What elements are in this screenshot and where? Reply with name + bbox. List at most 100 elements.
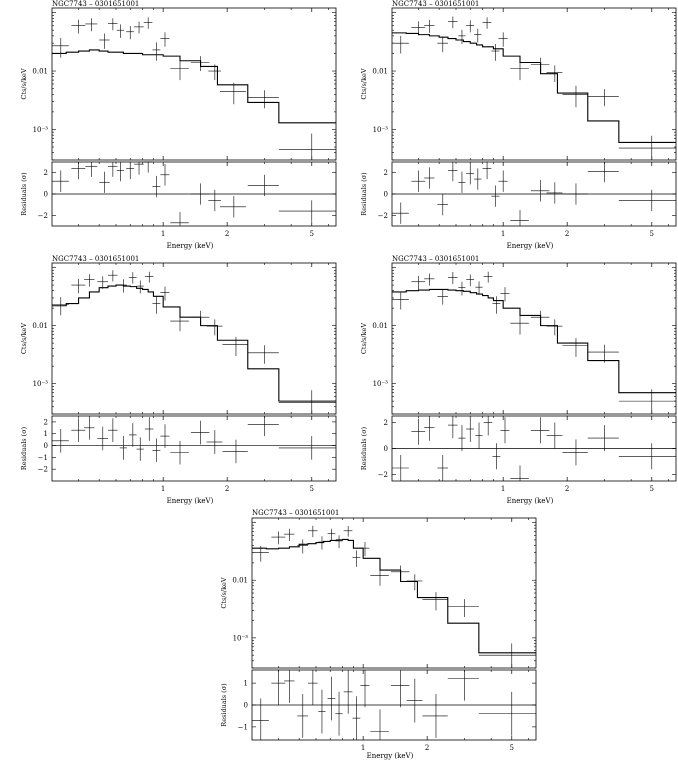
residual-point bbox=[492, 443, 501, 470]
residual-point bbox=[297, 694, 308, 738]
data-point bbox=[478, 643, 536, 668]
residual-tick-label: −1 bbox=[238, 723, 248, 731]
spectrum-panel-2: NGC7743 – 0301651001 1 2 5 Energy (keV) 0.01 1… bbox=[360, 0, 677, 250]
data-point bbox=[52, 297, 69, 316]
data-point bbox=[343, 526, 353, 537]
data-point bbox=[500, 287, 510, 302]
data-point bbox=[510, 60, 529, 81]
residual-point bbox=[437, 455, 448, 481]
spectrum-frame bbox=[51, 7, 337, 161]
residual-point bbox=[587, 425, 619, 452]
data-point bbox=[458, 29, 466, 45]
residual-point bbox=[411, 418, 426, 445]
data-point bbox=[390, 565, 410, 581]
data-point bbox=[307, 525, 318, 538]
panel-title: NGC7743 – 0301651001 bbox=[52, 255, 139, 263]
y-tick-label: 10⁻³ bbox=[33, 380, 49, 388]
residual-tick-label: 2 bbox=[384, 419, 388, 427]
data-point bbox=[84, 274, 95, 287]
data-point bbox=[52, 37, 69, 58]
residual-tick-label: 0 bbox=[44, 442, 48, 450]
data-point bbox=[411, 275, 426, 290]
residual-tick-label: 1 bbox=[44, 430, 48, 438]
data-point bbox=[492, 296, 501, 314]
residual-axis-label: Residuals (σ) bbox=[20, 172, 28, 216]
residual-axis-label: Residuals (σ) bbox=[360, 426, 368, 470]
residual-point bbox=[562, 183, 588, 205]
residual-point bbox=[144, 417, 154, 441]
data-point bbox=[107, 270, 118, 282]
x-tick-label: 2 bbox=[565, 485, 569, 493]
data-point bbox=[498, 32, 508, 47]
data-point bbox=[562, 338, 588, 357]
residual-point bbox=[219, 196, 246, 218]
y-tick-label: 10⁻³ bbox=[33, 126, 49, 134]
y-axis-label: Cts/s/keV bbox=[220, 577, 228, 608]
data-point bbox=[327, 528, 336, 540]
data-point bbox=[152, 296, 161, 314]
residual-point bbox=[618, 443, 676, 470]
y-tick-label: 0.01 bbox=[32, 322, 48, 330]
residual-point bbox=[278, 436, 336, 460]
data-point bbox=[424, 273, 435, 286]
residual-tick-label: −2 bbox=[378, 471, 388, 479]
residual-point bbox=[392, 202, 409, 224]
residual-point bbox=[116, 162, 125, 182]
data-point bbox=[562, 85, 588, 108]
residual-tick-label: −1 bbox=[38, 454, 48, 462]
data-point bbox=[370, 568, 389, 586]
residual-tick-label: 2 bbox=[44, 169, 48, 177]
spectrum-frame bbox=[51, 262, 337, 415]
residual-point bbox=[318, 689, 326, 734]
x-axis-label: Energy (keV) bbox=[507, 497, 554, 505]
data-point bbox=[206, 319, 223, 336]
data-point bbox=[546, 319, 563, 336]
y-tick-label: 10⁻³ bbox=[233, 634, 249, 642]
residual-point bbox=[52, 429, 69, 453]
data-point bbox=[587, 89, 619, 107]
residual-point bbox=[152, 175, 161, 198]
panel-title: NGC7743 – 0301651001 bbox=[392, 0, 479, 8]
data-point bbox=[530, 57, 550, 74]
residual-point bbox=[335, 691, 343, 736]
spectrum-frame bbox=[391, 7, 677, 161]
x-tick-label: 2 bbox=[565, 230, 569, 238]
data-point bbox=[437, 290, 448, 305]
data-point bbox=[447, 599, 479, 618]
residual-point bbox=[352, 696, 361, 740]
residual-point bbox=[466, 163, 475, 185]
data-point bbox=[352, 550, 361, 567]
residual-point bbox=[190, 183, 210, 205]
data-point bbox=[190, 56, 210, 72]
data-point bbox=[116, 24, 125, 38]
residual-point bbox=[422, 694, 448, 738]
data-point bbox=[136, 280, 144, 294]
data-point bbox=[466, 20, 475, 33]
data-point bbox=[170, 313, 189, 332]
residual-point bbox=[500, 417, 510, 444]
residual-point bbox=[190, 420, 210, 445]
residual-point bbox=[510, 465, 529, 481]
residual-point bbox=[107, 418, 118, 442]
y-axis-label: Cts/s/keV bbox=[360, 323, 368, 354]
x-tick-label: 1 bbox=[501, 485, 505, 493]
x-tick-label: 2 bbox=[225, 485, 229, 493]
data-point bbox=[618, 389, 676, 414]
residual-point bbox=[370, 709, 389, 740]
residual-point bbox=[247, 174, 279, 197]
residual-point bbox=[458, 171, 466, 193]
model-histogram bbox=[392, 288, 676, 394]
spectrum-panel-3: NGC7743 – 0301651001 1 2 5 Energy (keV) 0.01 1… bbox=[20, 255, 337, 505]
data-point bbox=[71, 278, 86, 294]
residual-axis-label: Residuals (σ) bbox=[20, 426, 28, 470]
residual-tick-label: 0 bbox=[384, 445, 388, 453]
residual-point bbox=[390, 670, 410, 708]
data-point bbox=[170, 60, 189, 81]
residual-point bbox=[152, 438, 161, 463]
data-point bbox=[406, 574, 423, 591]
data-point bbox=[252, 546, 269, 562]
residual-point bbox=[474, 168, 482, 190]
residual-point bbox=[406, 678, 423, 723]
residual-point bbox=[510, 210, 529, 226]
